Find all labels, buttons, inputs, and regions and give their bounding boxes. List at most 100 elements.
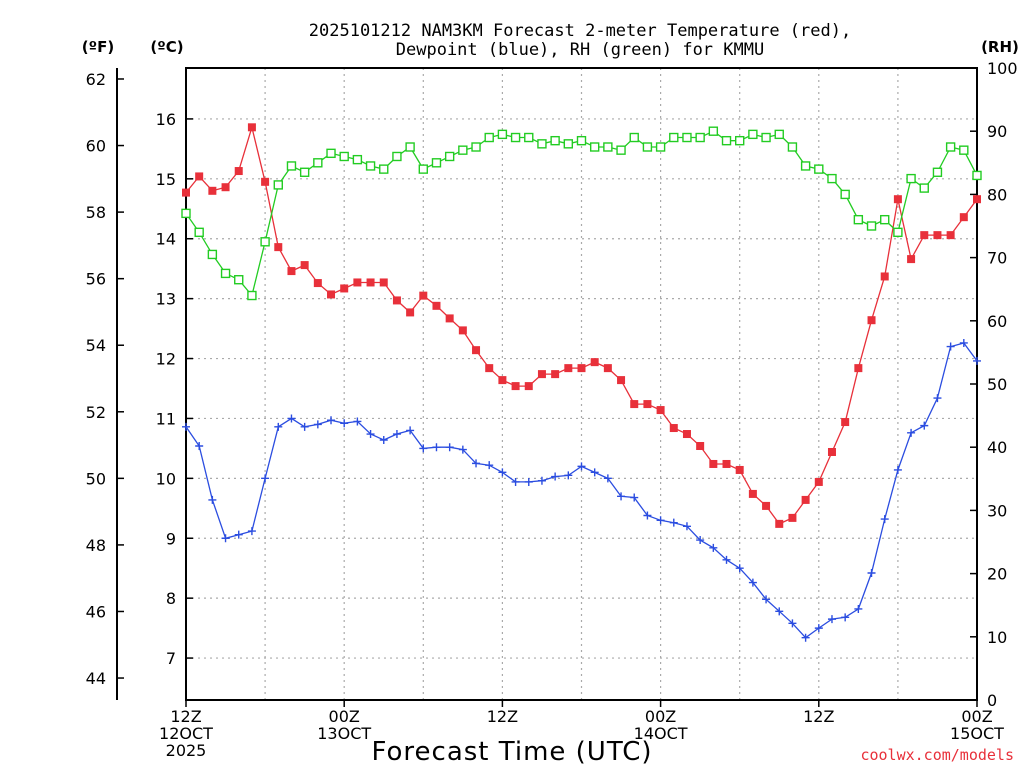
temperature-marker [300, 261, 309, 270]
rh-marker [326, 148, 336, 159]
fahrenheit-unit-label: (ºF) [82, 38, 114, 56]
rh-marker [669, 132, 679, 143]
celsius-tick-label: 10 [156, 469, 176, 488]
dewpoint-marker [880, 515, 889, 524]
fahrenheit-tick-label: 56 [86, 270, 106, 289]
rh-marker [642, 142, 653, 152]
rh-marker [708, 126, 719, 136]
series-layer [181, 123, 982, 642]
temperature-marker [933, 231, 942, 240]
dewpoint-marker [366, 430, 375, 439]
dewpoint-marker [537, 476, 546, 485]
rh-marker [735, 135, 745, 146]
rh-marker [774, 129, 784, 140]
celsius-unit-label: (ºC) [150, 38, 183, 56]
temperature-marker [722, 459, 731, 468]
rh-marker [616, 145, 626, 155]
temperature-marker [867, 316, 876, 325]
rh-tick-label: 20 [987, 565, 1007, 584]
temperature-marker [893, 195, 902, 204]
rh-marker [286, 161, 297, 171]
celsius-tick-label: 13 [156, 290, 176, 309]
temperature-marker [485, 364, 494, 373]
temperature-marker [841, 418, 850, 427]
fahrenheit-tick-label: 62 [86, 70, 106, 89]
dewpoint-marker [920, 421, 929, 430]
rh-marker [234, 275, 244, 285]
dewpoint-marker [735, 564, 744, 573]
celsius-tick-label: 8 [166, 589, 176, 608]
rh-marker [339, 151, 349, 162]
rh-marker [181, 208, 191, 219]
rh-marker [537, 139, 547, 149]
rh-marker [273, 180, 283, 190]
temperature-marker [274, 243, 283, 252]
temperature-marker [630, 400, 639, 409]
rh-marker [431, 158, 442, 168]
temperature-marker [827, 447, 836, 456]
temperature-marker [854, 364, 863, 373]
rh-marker [866, 221, 877, 231]
temperature-marker [656, 406, 665, 415]
temperature-marker [603, 364, 612, 373]
celsius-tick-label: 7 [166, 649, 176, 668]
rh-marker [682, 132, 692, 143]
temperature-marker [379, 278, 388, 287]
rh-marker [655, 142, 666, 152]
dewpoint-marker [221, 534, 230, 543]
rh-marker [576, 135, 587, 146]
temperature-marker [392, 296, 401, 305]
dewpoint-marker [327, 416, 336, 425]
dewpoint-marker [630, 493, 639, 502]
temperature-marker [327, 290, 336, 299]
rh-marker [827, 173, 837, 184]
rh-marker [589, 142, 600, 152]
rh-marker [814, 164, 824, 174]
rh-marker [220, 268, 231, 279]
fahrenheit-tick-label: 46 [86, 602, 106, 621]
x-tick-label: 00Z 13OCT [317, 707, 371, 743]
rh-marker [352, 154, 363, 165]
rh-marker [260, 237, 270, 247]
celsius-tick-label: 11 [156, 409, 176, 428]
dewpoint-marker [353, 417, 362, 426]
fahrenheit-tick-label: 58 [86, 203, 106, 222]
rh-tick-label: 50 [987, 375, 1007, 394]
rh-marker [748, 129, 758, 140]
celsius-tick-label: 14 [156, 230, 176, 249]
temperature-marker [920, 231, 929, 240]
x-axis-label: Forecast Time (UTC) [371, 737, 652, 767]
temperature-marker [366, 278, 375, 287]
temperature-marker [643, 400, 652, 409]
rh-marker [787, 142, 798, 152]
temperature-marker [880, 272, 889, 281]
rh-marker [458, 145, 468, 155]
rh-marker [972, 170, 982, 181]
temperature-marker [959, 213, 968, 222]
rh-marker [524, 132, 534, 143]
x-tick-label: 12Z 12OCT 2025 [159, 707, 213, 760]
temperature-marker [814, 477, 823, 486]
temperature-marker [748, 489, 757, 498]
dewpoint-marker [946, 342, 955, 351]
celsius-tick-label: 15 [156, 170, 176, 189]
temperature-marker [208, 186, 217, 195]
dewpoint-marker [682, 522, 691, 531]
dewpoint-marker [300, 422, 309, 431]
rh-marker [893, 227, 903, 238]
fahrenheit-tick-label: 60 [86, 137, 106, 156]
dewpoint-marker [485, 461, 494, 470]
dewpoint-marker [379, 436, 388, 445]
rh-marker [906, 173, 916, 184]
dewpoint-marker [722, 555, 731, 564]
temperature-marker [709, 459, 718, 468]
temperature-marker [735, 465, 744, 474]
temperature-marker [221, 183, 230, 192]
rh-marker [945, 142, 956, 152]
dewpoint-marker [564, 471, 573, 480]
rh-marker [880, 214, 890, 225]
rh-marker [840, 189, 850, 200]
dewpoint-marker [669, 518, 678, 527]
dewpoint-marker [458, 445, 467, 454]
dewpoint-marker [524, 477, 533, 486]
